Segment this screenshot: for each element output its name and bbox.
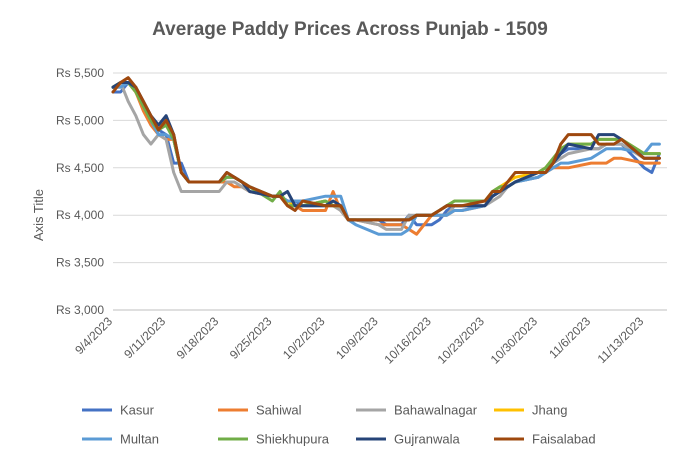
series-line-bahawalnagar — [111, 81, 661, 231]
y-axis-title: Axis Title — [31, 189, 46, 241]
x-axis-ticks: 9/4/2023 9/11/2023 9/18/2023 9/25/2023 10/2/… — [72, 314, 646, 367]
y-tick-label: Rs 4,500 — [56, 161, 104, 175]
x-tick-label: 10/2/2023 — [280, 314, 328, 362]
series-line-kasur — [111, 81, 661, 227]
x-tick-label: 9/4/2023 — [72, 314, 115, 357]
x-tick-label: 9/25/2023 — [227, 314, 275, 362]
legend-label: Bahawalnagar — [394, 403, 478, 418]
series-lines — [111, 76, 661, 236]
legend-label: Gujranwala — [394, 432, 461, 447]
legend: Kasur Sahiwal Bahawalnagar Jhang Multan Shiek… — [82, 403, 596, 447]
x-tick-label: 9/11/2023 — [121, 314, 168, 361]
legend-label: Multan — [120, 432, 159, 447]
legend-label: Kasur — [120, 403, 155, 418]
y-tick-label: Rs 3,000 — [56, 303, 104, 317]
x-tick-label: 10/16/2023 — [381, 314, 434, 367]
legend-label: Sahiwal — [256, 403, 302, 418]
y-tick-label: Rs 3,500 — [56, 256, 104, 270]
legend-label: Shiekhupura — [256, 432, 330, 447]
x-tick-label: 11/13/2023 — [595, 314, 647, 366]
x-tick-label: 10/30/2023 — [488, 314, 541, 367]
y-axis-ticks: Rs 3,000 Rs 3,500 Rs 4,000 Rs 4,500 Rs 5,000… — [56, 66, 104, 317]
chart-title: Average Paddy Prices Across Punjab - 150… — [152, 19, 548, 40]
x-tick-label: 9/18/2023 — [174, 314, 222, 362]
gridlines — [113, 72, 667, 311]
y-tick-label: Rs 5,000 — [56, 113, 104, 127]
series-line-multan — [111, 81, 661, 236]
legend-label: Jhang — [532, 403, 567, 418]
x-tick-label: 11/6/2023 — [546, 314, 593, 361]
y-tick-label: Rs 5,500 — [56, 66, 104, 80]
series-line-faisalabad — [111, 76, 661, 222]
x-tick-label: 10/9/2023 — [333, 314, 381, 362]
series-line-sahiwal — [111, 81, 661, 236]
legend-label: Faisalabad — [532, 432, 596, 447]
y-tick-label: Rs 4,000 — [56, 208, 104, 222]
x-tick-label: 10/23/2023 — [435, 314, 488, 367]
